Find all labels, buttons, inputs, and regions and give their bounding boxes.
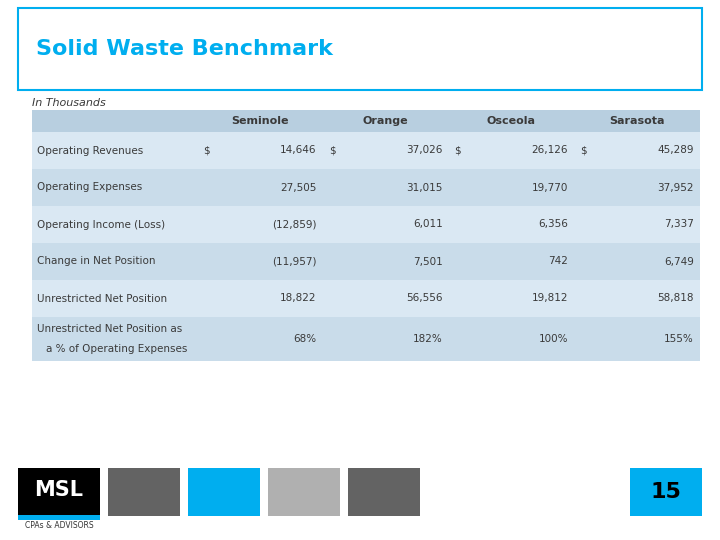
Text: $: $ xyxy=(580,145,587,156)
Text: Operating Income (Loss): Operating Income (Loss) xyxy=(37,219,165,230)
Text: 19,770: 19,770 xyxy=(532,183,568,192)
FancyBboxPatch shape xyxy=(108,468,180,516)
Text: Operating Expenses: Operating Expenses xyxy=(37,183,143,192)
Text: In Thousands: In Thousands xyxy=(32,98,106,108)
Text: 27,505: 27,505 xyxy=(280,183,317,192)
Text: 31,015: 31,015 xyxy=(406,183,443,192)
Text: 26,126: 26,126 xyxy=(532,145,568,156)
Text: 19,812: 19,812 xyxy=(532,294,568,303)
Text: CPAs & ADVISORS: CPAs & ADVISORS xyxy=(24,522,94,530)
FancyBboxPatch shape xyxy=(18,515,100,520)
Text: 182%: 182% xyxy=(413,334,443,344)
Text: $: $ xyxy=(329,145,336,156)
FancyBboxPatch shape xyxy=(18,468,100,516)
FancyBboxPatch shape xyxy=(32,206,700,243)
FancyBboxPatch shape xyxy=(32,317,700,361)
Text: Seminole: Seminole xyxy=(231,116,289,126)
FancyBboxPatch shape xyxy=(32,280,700,317)
Text: (11,957): (11,957) xyxy=(272,256,317,267)
Text: 68%: 68% xyxy=(294,334,317,344)
Text: 58,818: 58,818 xyxy=(657,294,694,303)
Text: (12,859): (12,859) xyxy=(272,219,317,230)
FancyBboxPatch shape xyxy=(348,468,420,516)
FancyBboxPatch shape xyxy=(32,169,700,206)
Text: 56,556: 56,556 xyxy=(406,294,443,303)
Text: $: $ xyxy=(454,145,461,156)
Text: 6,749: 6,749 xyxy=(664,256,694,267)
Text: 14,646: 14,646 xyxy=(280,145,317,156)
Text: Operating Revenues: Operating Revenues xyxy=(37,145,143,156)
Text: 6,011: 6,011 xyxy=(413,219,443,230)
Text: MSL: MSL xyxy=(35,480,84,500)
Text: 37,952: 37,952 xyxy=(657,183,694,192)
Text: 7,337: 7,337 xyxy=(664,219,694,230)
FancyBboxPatch shape xyxy=(18,8,702,90)
Text: Unrestricted Net Position as: Unrestricted Net Position as xyxy=(37,325,182,334)
FancyBboxPatch shape xyxy=(268,468,340,516)
Text: Sarasota: Sarasota xyxy=(609,116,665,126)
Text: 18,822: 18,822 xyxy=(280,294,317,303)
Text: Orange: Orange xyxy=(363,116,408,126)
FancyBboxPatch shape xyxy=(32,132,700,169)
Text: $: $ xyxy=(203,145,210,156)
FancyBboxPatch shape xyxy=(32,110,700,132)
Text: 6,356: 6,356 xyxy=(539,219,568,230)
Text: 742: 742 xyxy=(549,256,568,267)
Text: 100%: 100% xyxy=(539,334,568,344)
Text: 155%: 155% xyxy=(665,334,694,344)
FancyBboxPatch shape xyxy=(630,468,702,516)
Text: a % of Operating Expenses: a % of Operating Expenses xyxy=(46,343,187,354)
Text: 15: 15 xyxy=(651,482,681,502)
FancyBboxPatch shape xyxy=(32,243,700,280)
Text: 37,026: 37,026 xyxy=(406,145,443,156)
Text: Solid Waste Benchmark: Solid Waste Benchmark xyxy=(36,39,333,59)
Text: 7,501: 7,501 xyxy=(413,256,443,267)
Text: Change in Net Position: Change in Net Position xyxy=(37,256,156,267)
Text: 45,289: 45,289 xyxy=(657,145,694,156)
FancyBboxPatch shape xyxy=(188,468,260,516)
Text: Osceola: Osceola xyxy=(487,116,536,126)
Text: Unrestricted Net Position: Unrestricted Net Position xyxy=(37,294,167,303)
